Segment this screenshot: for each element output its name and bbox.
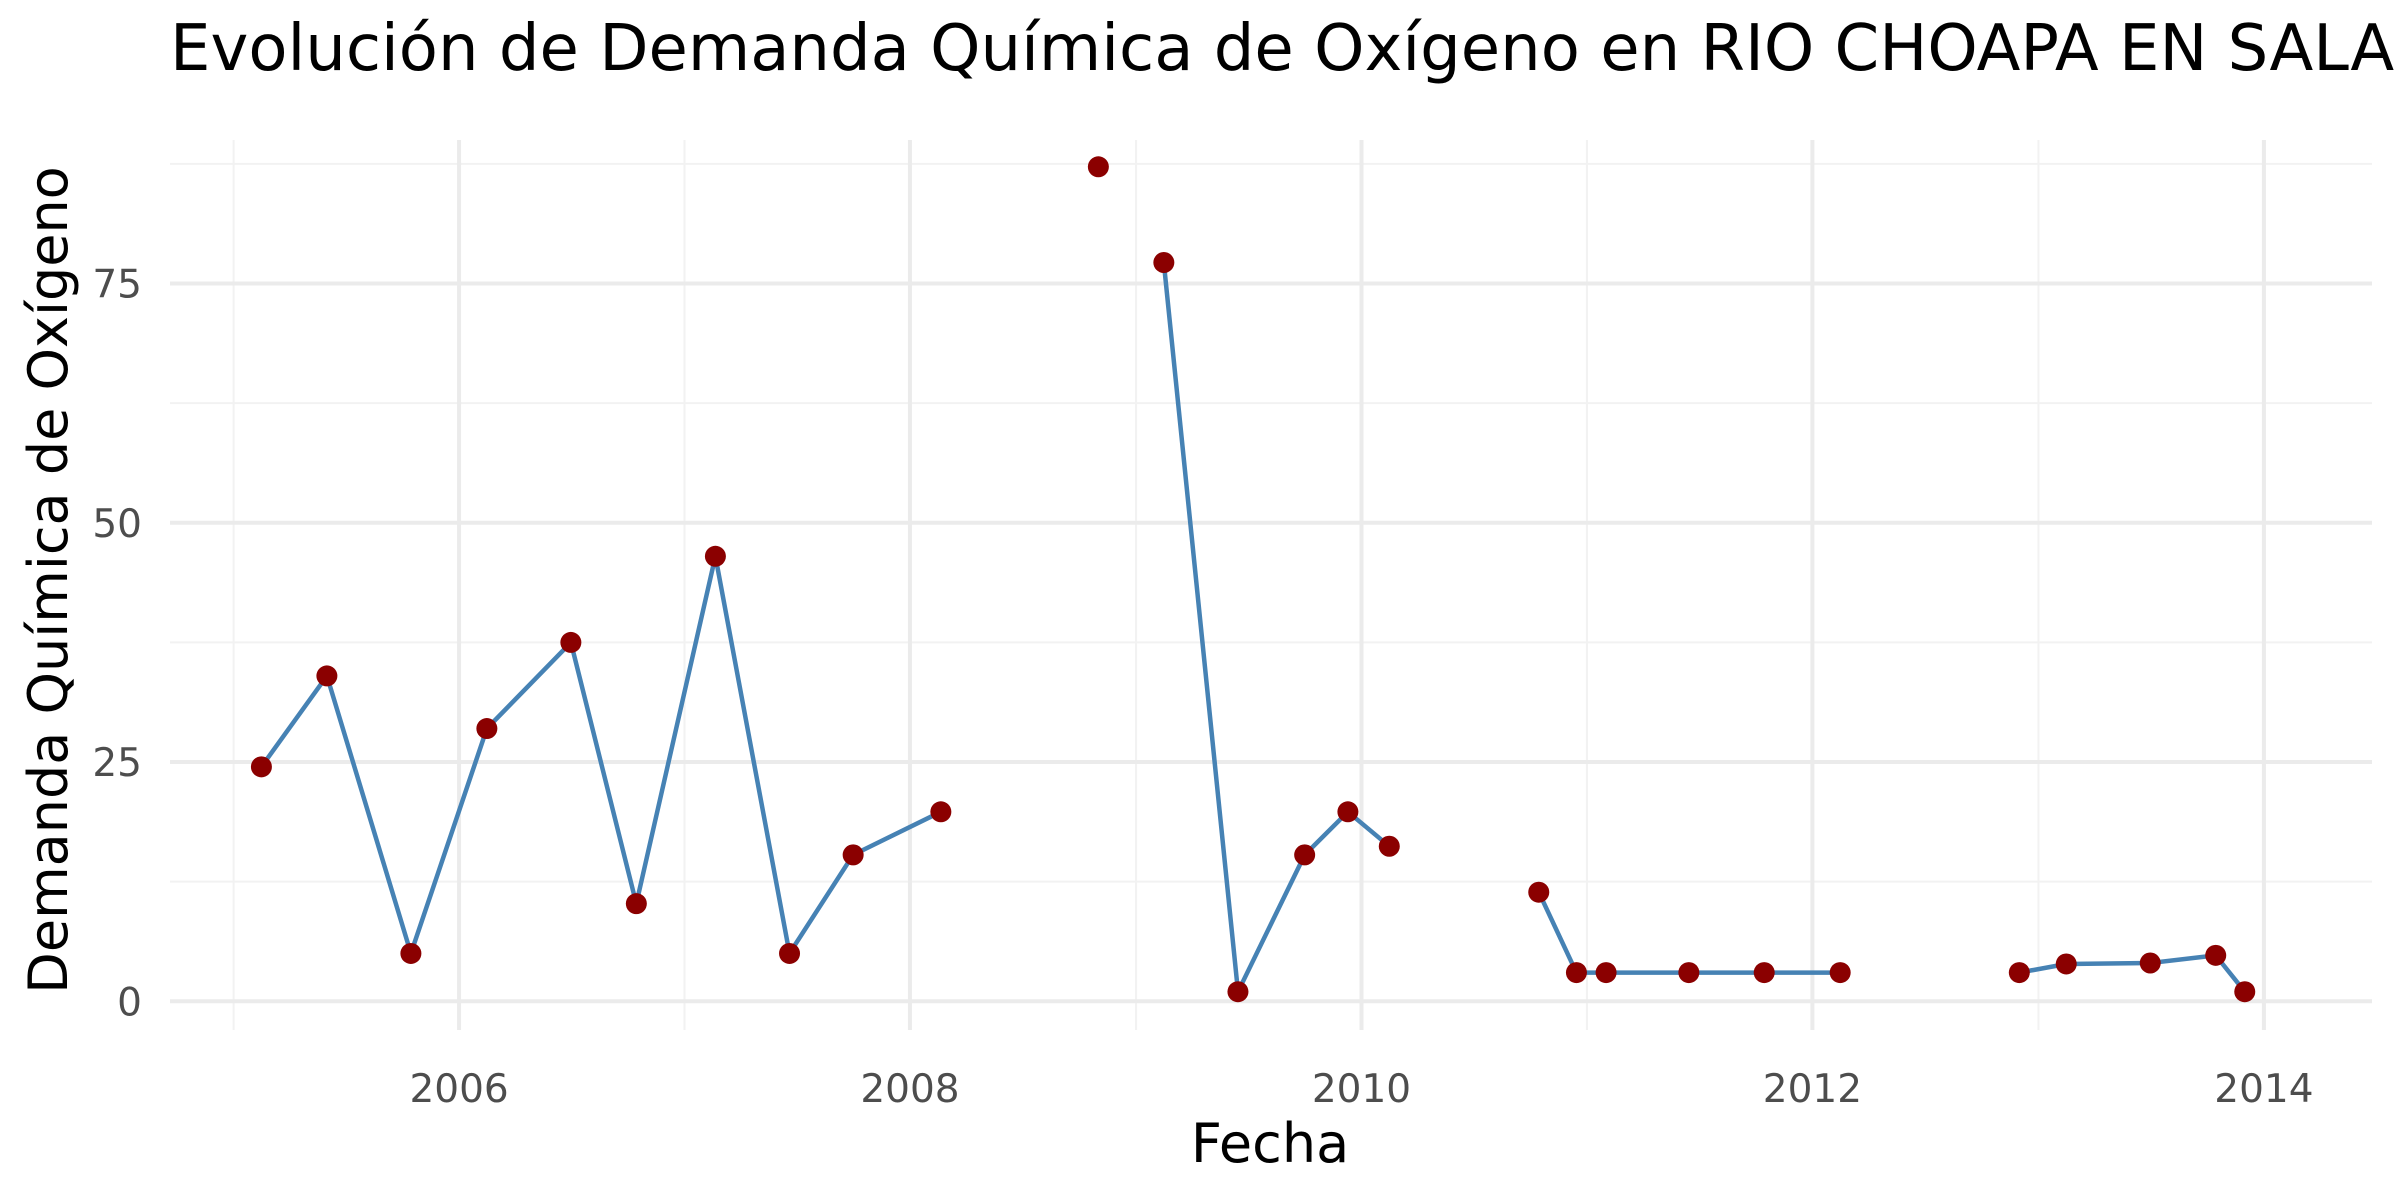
x-tick-label: 2006	[409, 1067, 508, 1112]
data-point	[779, 942, 801, 964]
y-tick-label: 50	[92, 502, 142, 547]
data-point	[1528, 881, 1550, 903]
data-point	[316, 665, 338, 687]
data-point	[704, 545, 726, 567]
x-tick-label: 2008	[860, 1067, 959, 1112]
x-tick-label: 2014	[2214, 1067, 2313, 1112]
data-point	[1565, 962, 1587, 984]
data-point	[250, 756, 272, 778]
data-point	[930, 801, 952, 823]
data-point	[1753, 962, 1775, 984]
data-point	[1378, 835, 1400, 857]
data-point	[1678, 962, 1700, 984]
data-point	[2205, 944, 2227, 966]
y-tick-label: 25	[92, 741, 142, 786]
x-tick-label: 2012	[1763, 1067, 1862, 1112]
data-point	[560, 631, 582, 653]
data-point	[2234, 981, 2256, 1003]
y-tick-label: 75	[92, 263, 142, 308]
data-point	[1829, 962, 1851, 984]
series-line-segment	[259, 554, 944, 956]
series-points	[250, 156, 2256, 1003]
data-point	[1087, 156, 1109, 178]
data-point	[2139, 952, 2161, 974]
data-point	[2008, 962, 2030, 984]
data-point	[842, 844, 864, 866]
data-point	[1337, 801, 1359, 823]
y-tick-labels: 0 25 50 75	[92, 263, 142, 1026]
data-point	[1294, 844, 1316, 866]
x-axis-title: Fecha	[1191, 1112, 1349, 1175]
y-tick-label: 0	[117, 980, 142, 1025]
major-gridlines	[170, 140, 2372, 1030]
data-point	[400, 942, 422, 964]
data-point	[625, 893, 647, 915]
data-point	[1153, 251, 1175, 273]
data-point	[1227, 981, 1249, 1003]
data-point	[1595, 962, 1617, 984]
data-point	[476, 718, 498, 740]
series-line-segment	[1536, 889, 1843, 975]
x-tick-labels: 2006 2008 2010 2012 2014	[409, 1067, 2313, 1112]
y-axis-title: Demanda Química de Oxígeno	[17, 166, 80, 993]
x-tick-label: 2010	[1312, 1067, 1411, 1112]
data-point	[2055, 953, 2077, 975]
chart-title: Evolución de Demanda Química de Oxígeno …	[170, 12, 2400, 86]
minor-gridlines	[170, 140, 2372, 1030]
